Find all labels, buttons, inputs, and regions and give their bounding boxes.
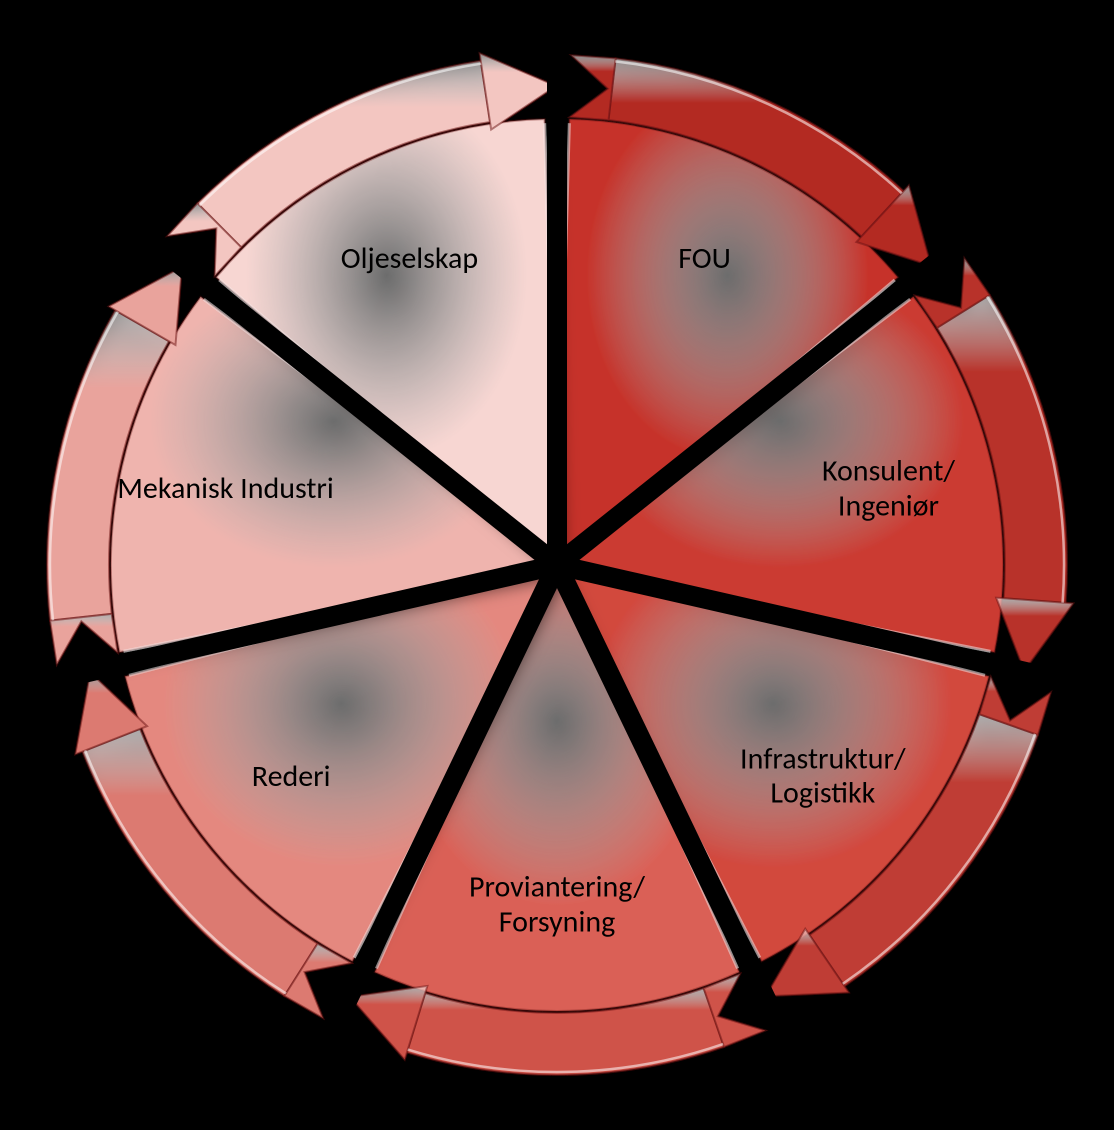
cycle-diagram: FOUKonsulent/ IngeniørInfrastruktur/ Log… bbox=[0, 0, 1114, 1130]
segment-arrowhead bbox=[480, 53, 557, 129]
hub bbox=[543, 551, 571, 579]
segment-arrowtail bbox=[570, 55, 616, 120]
cycle-svg bbox=[0, 0, 1114, 1130]
segment-arrowtail bbox=[50, 614, 118, 665]
